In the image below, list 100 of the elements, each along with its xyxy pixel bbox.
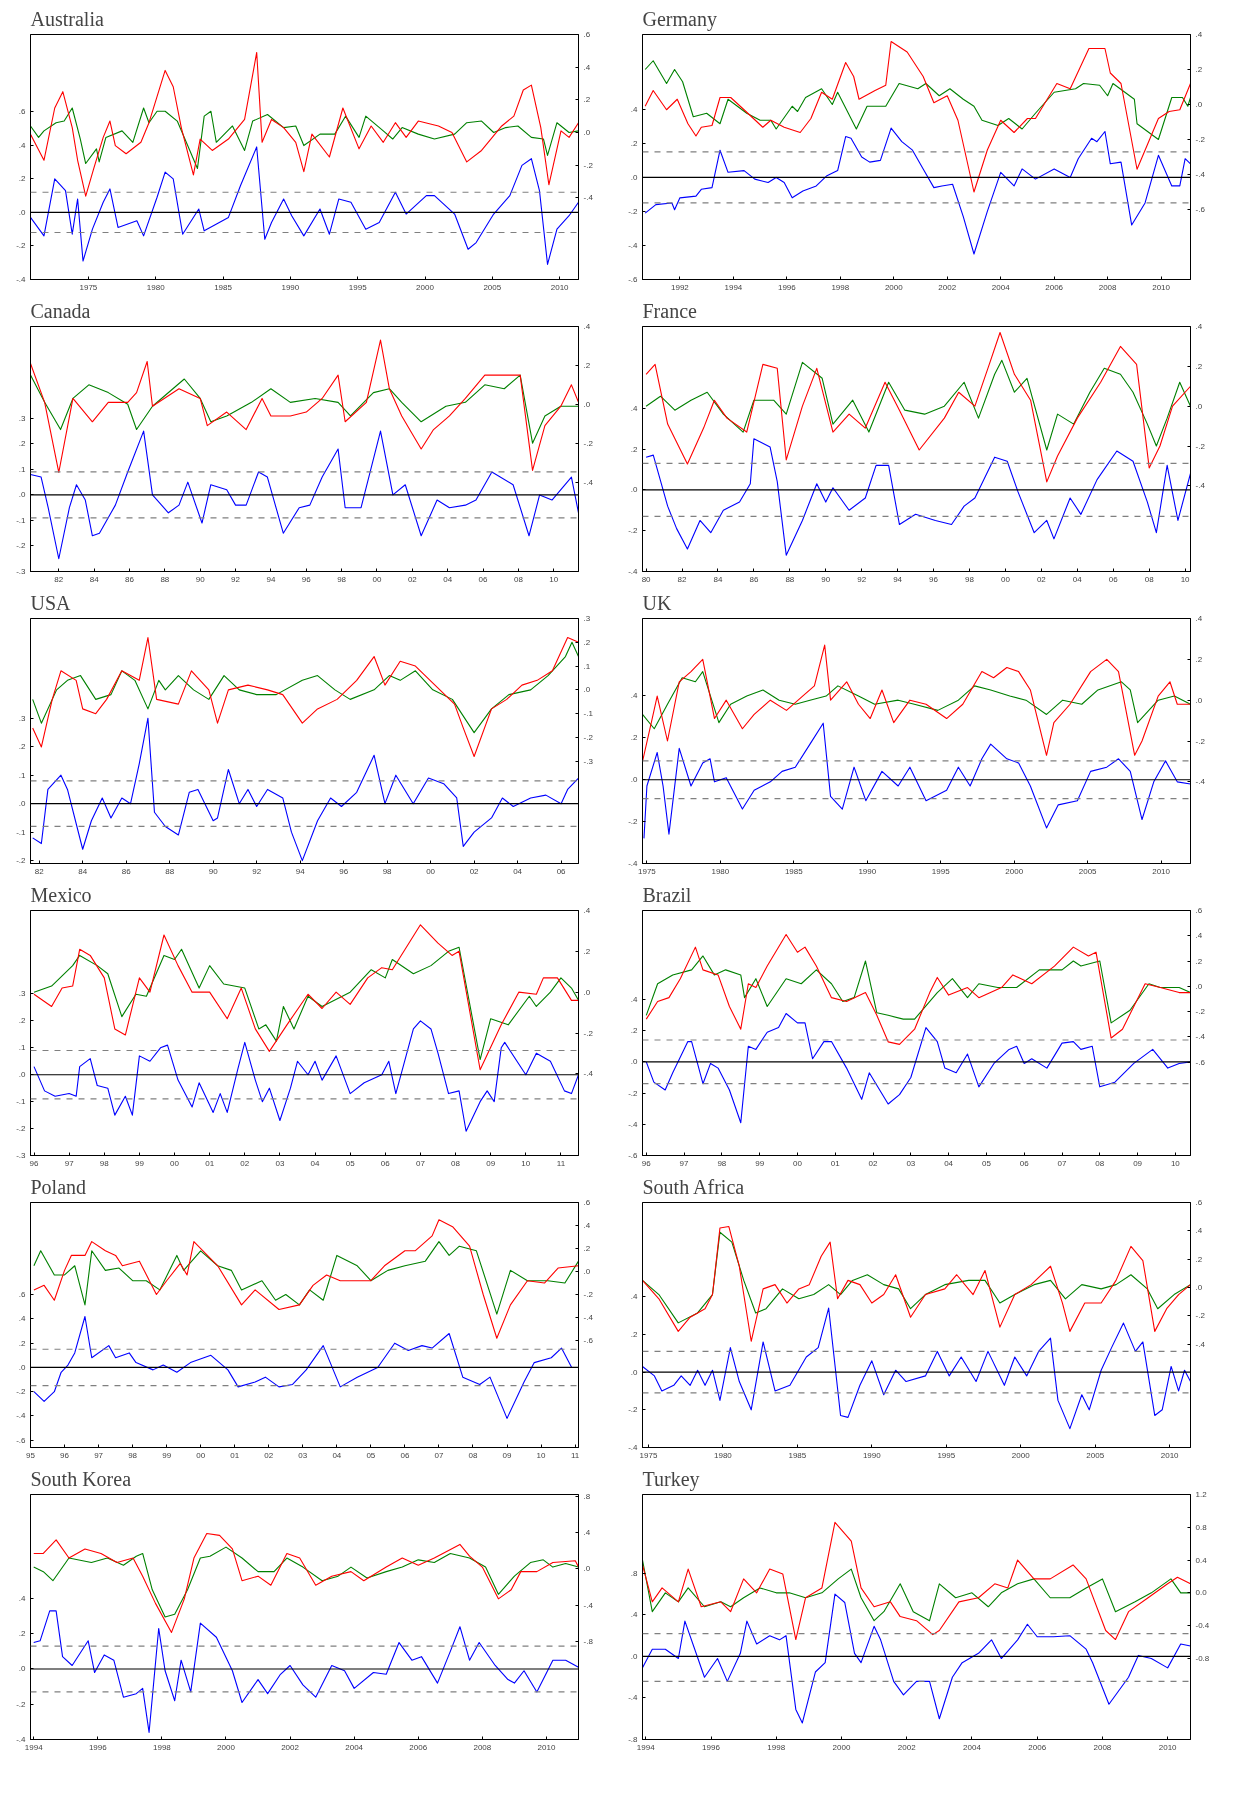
y-tick-label: .0 [18,490,27,500]
y2-tick-label: .2 [583,95,591,105]
y-tick-label: -.4 [628,1443,639,1452]
y2-tick-label: .2 [1195,1254,1203,1264]
x-tick-label: 2004 [963,1742,982,1752]
x-tick-label: 09 [1133,1158,1143,1168]
x-tick-label: 2000 [1005,866,1024,876]
y2-tick-label: -.4 [583,477,594,487]
x-tick-label: 2010 [1152,282,1171,292]
x-tick-label: 10 [1170,1158,1181,1168]
y2-tick-label: -0.8 [1195,1653,1210,1663]
x-tick-label: 10 [549,574,559,584]
x-tick-label: 2004 [345,1742,364,1752]
x-tick-label: 2006 [1045,282,1064,292]
y2-tick-label: .3 [583,614,591,623]
x-tick-label: 96 [301,574,312,584]
x-tick-label: 00 [793,1158,803,1168]
x-tick-label: 90 [208,866,219,876]
x-tick-label: 1998 [152,1742,172,1752]
x-tick-label: 2000 [217,1742,236,1752]
y-tick-label: -.4 [628,1119,639,1129]
y2-tick-label: .1 [583,661,591,671]
x-tick-label: 82 [34,866,45,876]
y2-tick-label: .0 [583,1267,591,1277]
y-tick-label: .3 [18,989,27,999]
x-tick-label: 2000 [832,1742,851,1752]
y2-tick-label: -.2 [583,1028,594,1038]
y2-tick-label: .4 [1195,931,1203,941]
y-tick-label: .6 [18,107,27,117]
x-tick-label: 06 [1019,1158,1030,1168]
chart-title: South Korea [30,1467,132,1490]
y2-tick-label: .6 [583,1198,591,1207]
y-tick-label: .8 [630,1568,639,1578]
y2-tick-label: .2 [1195,956,1203,966]
y-tick-label: .4 [630,403,639,413]
x-tick-label: 10 [536,1450,547,1460]
x-tick-label: 97 [679,1158,690,1168]
y2-tick-label: .0 [1195,1282,1203,1292]
y-tick-label: -.1 [16,515,27,525]
x-tick-label: 08 [468,1450,478,1460]
y-tick-label: -.2 [16,1699,27,1709]
x-tick-label: 1990 [862,1450,882,1460]
y-tick-label: .4 [630,994,639,1004]
x-tick-label: 2010 [1160,1450,1180,1460]
y2-tick-label: -.4 [1195,1032,1206,1042]
y2-tick-label: 0.0 [1195,1588,1208,1598]
x-tick-label: 98 [99,1158,110,1168]
y-tick-label: .6 [18,1290,27,1300]
y-tick-label: .1 [18,1043,27,1053]
y-tick-label: .0 [630,1651,639,1661]
x-tick-label: 02 [469,866,480,876]
y2-tick-label: -0.4 [1195,1621,1210,1631]
x-tick-label: 2005 [1078,866,1098,876]
x-tick-label: 1980 [711,866,730,876]
y-tick-label: -.2 [628,206,639,216]
y2-tick-label: -.2 [1195,1311,1206,1321]
x-tick-label: 86 [125,574,135,584]
y-tick-label: .0 [18,207,27,217]
chart-title: Canada [30,299,91,322]
x-tick-label: 00 [1000,574,1011,584]
x-tick-label: 10 [1180,574,1191,584]
x-tick-label: 01 [230,1450,240,1460]
y2-tick-label: -.2 [583,438,594,448]
x-tick-label: 1975 [79,282,98,292]
y2-tick-label: .2 [1195,361,1203,371]
x-tick-label: 2006 [1028,1742,1047,1752]
y2-tick-label: -.4 [1195,1339,1206,1349]
x-tick-label: 1990 [281,282,300,292]
x-tick-label: 94 [266,574,276,584]
y-tick-label: .1 [18,464,27,474]
x-tick-label: 04 [513,866,523,876]
x-tick-label: 95 [26,1450,36,1460]
y-tick-label: -.3 [16,567,27,576]
y2-tick-label: .6 [1195,1198,1203,1207]
x-tick-label: 2004 [991,282,1011,292]
y2-tick-label: -.2 [583,732,594,742]
x-tick-label: 01 [830,1158,841,1168]
x-tick-label: 2005 [1086,1450,1105,1460]
y-tick-label: -.6 [16,1435,27,1445]
x-tick-label: 2008 [1098,282,1118,292]
x-tick-label: 2000 [1011,1450,1031,1460]
y-tick-label: -.8 [628,1735,639,1744]
y2-tick-label: -.4 [583,1313,594,1323]
y2-tick-label: .4 [583,322,591,331]
chart-title: Mexico [30,883,92,906]
y-tick-label: -.2 [16,1124,27,1134]
y-tick-label: -.6 [628,1151,639,1160]
x-tick-label: 2010 [1152,866,1171,876]
x-tick-label: 1994 [24,1742,44,1752]
x-tick-label: 00 [426,866,436,876]
x-tick-label: 08 [1095,1158,1105,1168]
x-tick-label: 07 [415,1158,426,1168]
y2-tick-label: .0 [1195,695,1203,705]
y-tick-label: .3 [18,413,27,423]
x-tick-label: 2005 [483,282,502,292]
chart-title: UK [642,591,672,614]
x-tick-label: 2002 [281,1742,300,1752]
y2-tick-label: .2 [583,946,591,956]
x-tick-label: 08 [1144,574,1155,584]
x-tick-label: 1996 [777,282,797,292]
